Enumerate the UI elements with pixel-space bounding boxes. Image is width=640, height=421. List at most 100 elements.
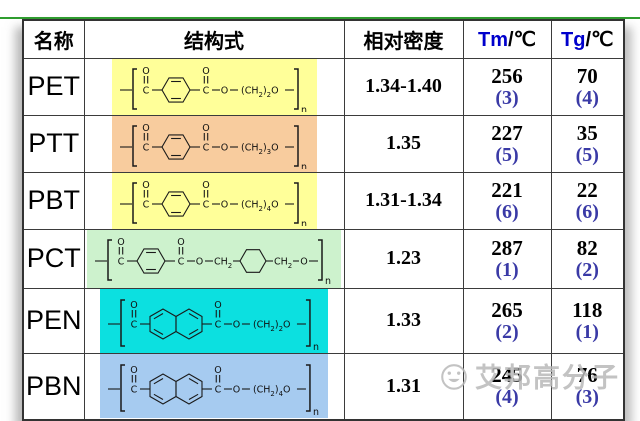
svg-text:O: O <box>300 256 307 267</box>
tg-rank: (4) <box>575 86 599 109</box>
tm-value: 221 <box>491 177 523 202</box>
tg-value: 118 <box>572 297 603 322</box>
polymer-name: PBT <box>22 171 85 230</box>
svg-text:(CH2)2O: (CH2)2O <box>241 85 279 99</box>
svg-text:O: O <box>202 180 209 191</box>
svg-text:O: O <box>220 142 227 153</box>
tm-rank: (4) <box>495 386 519 409</box>
tg-cell: 35 (5) <box>550 114 625 173</box>
tg-rank: (3) <box>575 386 599 409</box>
top-border-line <box>0 17 640 19</box>
density-value: 1.35 <box>343 114 464 173</box>
header-structure: 结构式 <box>83 19 345 59</box>
tm-cell: 256 (3) <box>462 57 552 116</box>
svg-text:C: C <box>214 385 221 396</box>
header-tm-unit: /℃ <box>507 28 537 51</box>
tm-rank: (5) <box>495 143 519 166</box>
polymer-name: PBN <box>22 352 85 421</box>
header-tm: Tm/℃ <box>462 19 552 59</box>
svg-text:(CH2)3O: (CH2)3O <box>241 142 279 156</box>
svg-text:O: O <box>130 300 137 311</box>
table-row: PEN O C O C O (CH2)2O n 1.33 265 (2) 118 (1) <box>22 287 625 354</box>
structure-formula: O C O C O (CH2)4O n <box>111 173 317 228</box>
svg-text:O: O <box>196 256 203 267</box>
svg-text:C: C <box>142 142 149 153</box>
svg-text:n: n <box>312 407 318 415</box>
svg-text:(CH2)4O: (CH2)4O <box>241 199 279 213</box>
polymer-name: PEN <box>22 287 85 354</box>
svg-text:O: O <box>214 300 221 311</box>
polyester-properties-table: 名称 结构式 相对密度 Tm/℃ Tg/℃ PET O C O C O (CH2)2O n 1.… <box>22 19 625 421</box>
table-row: PBN O C O C O (CH2)4O n 1.31 245 (4) 76 (3) <box>22 352 625 421</box>
svg-text:(CH2)4O: (CH2)4O <box>252 385 290 398</box>
svg-text:O: O <box>202 123 209 134</box>
density-value: 1.31-1.34 <box>343 171 464 230</box>
tm-rank: (2) <box>495 320 519 343</box>
svg-text:n: n <box>301 105 307 112</box>
tg-rank: (2) <box>575 258 599 281</box>
svg-text:O: O <box>232 385 239 396</box>
tm-rank: (6) <box>495 200 519 223</box>
svg-text:(CH2)2O: (CH2)2O <box>252 319 290 332</box>
polymer-name: PTT <box>22 114 85 173</box>
svg-text:C: C <box>142 199 149 210</box>
header-name: 名称 <box>22 19 85 59</box>
tg-value: 35 <box>576 120 598 145</box>
tg-cell: 76 (3) <box>550 352 625 421</box>
svg-text:C: C <box>202 85 209 96</box>
tm-cell: 227 (5) <box>462 114 552 173</box>
svg-text:O: O <box>214 365 221 376</box>
svg-text:C: C <box>202 142 209 153</box>
svg-text:O: O <box>142 66 149 77</box>
structure-formula: O C O C O (CH2)2O n <box>99 289 329 352</box>
structure-cell: O C O C O (CH2)3O n <box>83 114 345 173</box>
svg-text:CH2: CH2 <box>274 256 292 270</box>
tg-rank: (6) <box>575 200 599 223</box>
structure-cell: O C O C O (CH2)4O n <box>83 171 345 230</box>
structure-cell: O C O C O (CH2)2O n <box>83 287 345 354</box>
svg-text:n: n <box>301 162 307 169</box>
header-tg: Tg/℃ <box>550 19 625 59</box>
header-tg-symbol: Tg <box>561 28 586 51</box>
structure-formula: O C O C O (CH2)2O n <box>111 59 317 114</box>
svg-text:O: O <box>202 66 209 77</box>
svg-text:O: O <box>117 237 124 248</box>
svg-text:C: C <box>118 256 125 267</box>
svg-text:O: O <box>220 199 227 210</box>
svg-text:C: C <box>130 385 137 396</box>
svg-text:n: n <box>312 341 318 349</box>
density-value: 1.33 <box>343 287 464 354</box>
polymer-name: PCT <box>22 228 85 289</box>
svg-text:O: O <box>142 123 149 134</box>
polymer-name: PET <box>22 57 85 116</box>
structure-cell: O C O C O (CH2)4O n <box>83 352 345 421</box>
header-density: 相对密度 <box>343 19 464 59</box>
table-row: PET O C O C O (CH2)2O n 1.34-1.40 256 (3) 70 (4) <box>22 57 625 116</box>
svg-text:n: n <box>325 276 331 285</box>
tg-cell: 118 (1) <box>550 287 625 354</box>
tm-value: 245 <box>491 363 523 388</box>
table-row: PTT O C O C O (CH2)3O n 1.35 227 (5) 35 (5) <box>22 114 625 173</box>
structure-formula: O C O C O (CH2)3O n <box>111 116 317 171</box>
density-value: 1.31 <box>343 352 464 421</box>
svg-text:O: O <box>220 85 227 96</box>
tg-value: 70 <box>576 63 598 88</box>
svg-text:O: O <box>177 237 184 248</box>
tg-value: 76 <box>576 363 598 388</box>
tm-cell: 221 (6) <box>462 171 552 230</box>
tm-cell: 265 (2) <box>462 287 552 354</box>
tm-value: 256 <box>491 63 523 88</box>
svg-text:C: C <box>130 319 137 330</box>
header-tg-unit: /℃ <box>585 28 614 51</box>
tm-rank: (3) <box>495 86 519 109</box>
header-row: 名称 结构式 相对密度 Tm/℃ Tg/℃ <box>22 19 625 59</box>
svg-text:C: C <box>178 256 185 267</box>
